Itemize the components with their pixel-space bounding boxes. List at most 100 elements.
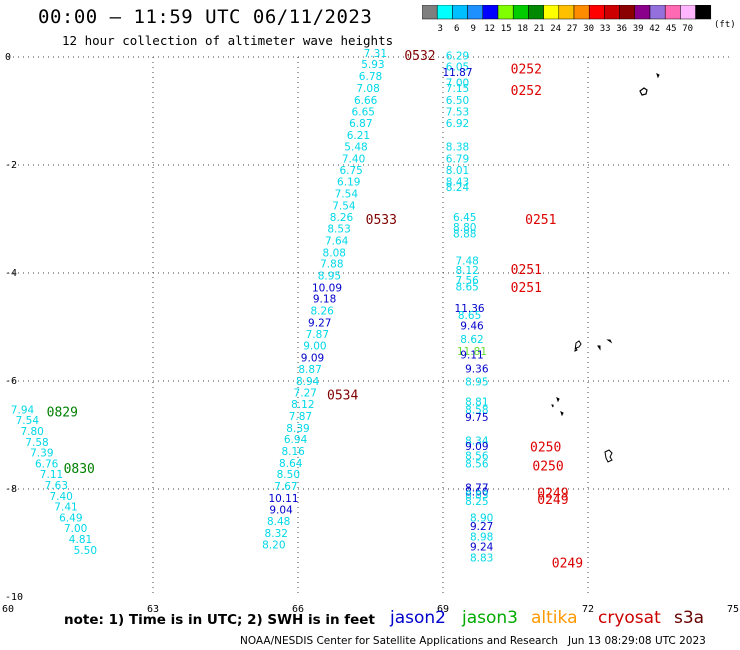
swh-value: 5.48 (344, 141, 367, 153)
swh-value: 8.50 (277, 469, 300, 481)
x-tick-label: 63 (147, 604, 159, 615)
swh-value: 9.18 (313, 294, 336, 306)
pass-time-label: 0251 (511, 263, 542, 278)
pass-time-label: 0251 (525, 213, 556, 228)
swh-value: 7.08 (356, 83, 379, 95)
swh-value: 7.87 (289, 411, 312, 423)
colorbar-tick-label: 24 (550, 24, 561, 34)
swh-value: 7.40 (342, 153, 365, 165)
pass-time-label: 0829 (47, 405, 78, 420)
swh-value: 10.09 (312, 282, 342, 294)
swh-value: 11.81 (457, 346, 487, 358)
y-tick-label: -10 (5, 592, 23, 603)
swh-value: 11.87 (442, 67, 472, 79)
swh-value: 8.83 (470, 552, 493, 564)
swh-value: 8.12 (455, 265, 478, 277)
colorbar-tick-label: 9 (470, 24, 475, 34)
swh-value: 7.40 (49, 491, 72, 503)
pass-time-label: 0251 (511, 281, 542, 296)
swh-value: 8.83 (465, 490, 488, 502)
swh-value: 9.27 (308, 317, 331, 329)
swh-value: 6.94 (284, 434, 308, 446)
legend-cryosat: cryosat (598, 608, 661, 628)
colorbar-tick-label: 15 (501, 24, 512, 34)
pass-time-label: 0249 (537, 493, 568, 508)
swh-value: 10.11 (268, 493, 298, 505)
swh-value: 6.45 (453, 212, 476, 224)
x-tick-label: 75 (727, 604, 739, 615)
swh-value: 7.15 (446, 83, 469, 95)
x-tick-label: 66 (292, 604, 304, 615)
swh-value: 6.78 (359, 71, 382, 83)
swh-value: 7.94 (11, 404, 35, 416)
swh-value: 8.58 (465, 404, 488, 416)
swh-value: 8.25 (465, 496, 488, 508)
swh-value: 7.41 (54, 502, 77, 514)
colorbar-tick-label: 70 (682, 24, 693, 34)
swh-value: 8.88 (453, 228, 476, 240)
swh-value: 7.31 (364, 48, 387, 60)
swh-value: 6.92 (446, 118, 469, 130)
swh-value: 7.48 (455, 255, 478, 267)
legend-s3a: s3a (674, 608, 705, 628)
pass-time-label: 0532 (404, 49, 435, 64)
swh-value: 8.90 (470, 512, 493, 524)
swh-value: 9.09 (301, 353, 324, 365)
pass-time-label: 0533 (366, 213, 397, 228)
swh-value: 7.56 (455, 275, 479, 287)
colorbar-tick-label: 6 (454, 24, 459, 34)
swh-value: 7.11 (40, 469, 63, 481)
swh-value: 6.79 (446, 153, 469, 165)
swh-value: 8.94 (296, 376, 320, 388)
swh-value: 9.36 (465, 363, 489, 375)
colorbar-tick-label: 30 (583, 24, 594, 34)
y-tick-label: -2 (5, 160, 17, 171)
x-tick-label: 72 (582, 604, 594, 615)
swh-value: 8.81 (465, 396, 488, 408)
island-outline (604, 449, 613, 463)
island-outline (606, 339, 613, 344)
swh-value: 8.20 (262, 539, 285, 551)
island-outline (639, 87, 648, 96)
pass-time-label: 0249 (552, 557, 583, 572)
swh-value: 6.75 (339, 165, 362, 177)
swh-value: 8.16 (281, 446, 305, 458)
swh-value: 7.54 (332, 200, 356, 212)
swh-value: 6.65 (352, 106, 375, 118)
swh-value: 6.19 (337, 177, 360, 189)
swh-value: 8.32 (265, 528, 288, 540)
swh-value: 8.24 (446, 182, 470, 194)
swh-value: 8.95 (318, 270, 341, 282)
island-outline (574, 340, 582, 352)
island-outline (551, 404, 554, 408)
swh-value: 7.54 (16, 415, 40, 427)
swh-value: 9.11 (460, 349, 483, 361)
swh-value: 7.39 (30, 448, 53, 460)
swh-value: 8.65 (458, 310, 481, 322)
y-tick-label: 0 (5, 52, 11, 63)
legend-altika: altika (531, 608, 578, 628)
swh-value: 7.58 (25, 437, 48, 449)
swh-value: 6.05 (446, 62, 469, 74)
swh-value: 8.01 (446, 165, 469, 177)
swh-value: 6.50 (446, 95, 469, 107)
colorbar-unit: (ft) (714, 20, 736, 30)
legend-jason3: jason3 (462, 608, 518, 628)
wave-height-colorbar: 3 6 9 12 15 18 21 24 27 30 33 36 39 42 45 70 (422, 5, 712, 34)
swh-value: 9.09 (465, 441, 488, 453)
swh-value: 7.53 (446, 106, 469, 118)
swh-value: 4.81 (69, 534, 92, 546)
swh-value: 8.34 (465, 436, 489, 448)
pass-time-label: 0252 (511, 63, 542, 78)
swh-values: 7.315.936.787.086.666.656.876.215.487.40… (11, 48, 494, 564)
swh-value: 11.36 (455, 303, 485, 315)
pass-time-label: 0830 (64, 462, 95, 477)
swh-value: 8.38 (446, 141, 469, 153)
swh-value: 8.87 (298, 364, 321, 376)
swh-value: 8.95 (465, 376, 488, 388)
swh-value: 7.54 (335, 188, 359, 200)
pass-time-label: 0250 (530, 441, 561, 456)
x-tick-label: 60 (2, 604, 14, 615)
island-outline (560, 411, 564, 417)
island-outline (597, 345, 601, 351)
